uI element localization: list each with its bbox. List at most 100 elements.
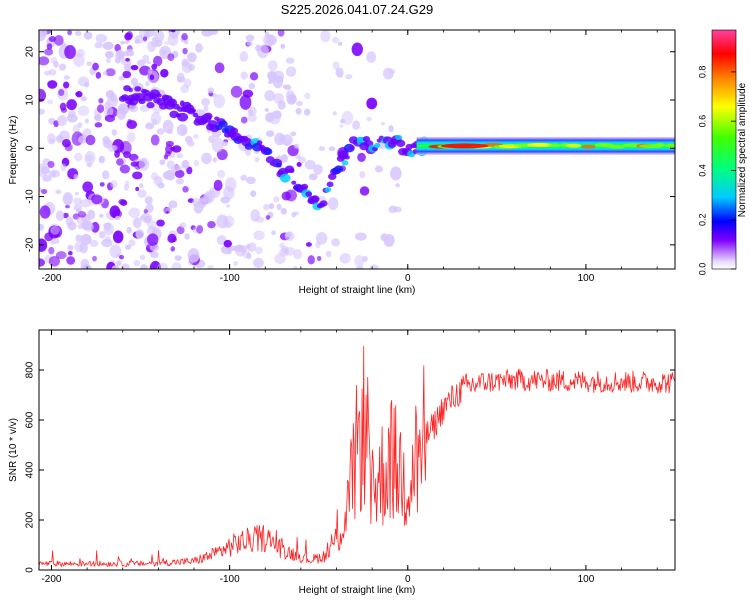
spectrogram-cell [325, 250, 332, 258]
spectrogram-cell [111, 145, 118, 151]
spectrogram-cell [335, 67, 344, 78]
spectrogram-cell [81, 220, 93, 231]
spectrogram-cell [84, 151, 96, 165]
spectrogram-cell [80, 264, 93, 269]
spectrogram-cell [60, 163, 67, 172]
spectrogram-cell [68, 251, 73, 256]
spectrogram-cell [337, 41, 343, 46]
spectrogram-cell [63, 81, 70, 89]
spectrogram-cell [83, 31, 93, 40]
spectrogram-cell [77, 105, 90, 117]
spectrogram-cell [56, 135, 64, 143]
spectrogram-cell [234, 244, 243, 252]
spectrogram-cell [66, 114, 78, 123]
spectrogram-cell [64, 44, 76, 59]
spectrogram-hotspot [548, 143, 561, 148]
spectrogram-cell [366, 116, 373, 122]
spectrogram-cell [40, 165, 50, 175]
spectrogram-cell [99, 213, 104, 218]
spectrogram-cell [94, 41, 103, 49]
spectrogram-cell [332, 61, 340, 70]
spectrogram-cell [198, 197, 205, 203]
spectrogram-cell [280, 43, 286, 49]
spectrogram-cell [48, 246, 55, 255]
spectrogram-cell [285, 57, 295, 64]
spectrogram-cell [162, 119, 174, 134]
spectrogram-cell [339, 253, 351, 264]
spectrogram-cell [135, 229, 144, 239]
colorbar-tick-label: 0.2 [697, 213, 707, 226]
spectrogram-cell [44, 48, 54, 56]
spectrogram-cell [211, 30, 219, 35]
spectrogram-cell [390, 166, 402, 181]
spectrogram-cell [130, 161, 139, 167]
spectrogram-cell [159, 159, 166, 166]
spectrogram-cell [47, 99, 54, 105]
spectrogram-cell [124, 32, 133, 41]
spectrogram-cell [354, 232, 367, 241]
spectrogram-cell [150, 40, 160, 48]
colorbar-frame [711, 29, 737, 270]
spectrogram-cell [132, 217, 142, 229]
spectrogram-cell [273, 93, 284, 104]
spectrogram-cell [125, 244, 132, 250]
x-tick-label: -200 [41, 574, 61, 585]
y-tick-label: -20 [25, 237, 36, 252]
spectrogram-cell [119, 254, 124, 260]
spectrogram-cell [320, 30, 331, 43]
snr-panel: -200 -100 0 100 0 200 400 600 800 Height of stra… [8, 329, 676, 596]
spectrogram-cell [229, 245, 237, 251]
spectrogram-cell [85, 134, 96, 146]
spectrogram-cell [345, 74, 353, 80]
spectrogram-cell [58, 63, 67, 71]
spectrogram-cell [116, 158, 124, 166]
spectrogram-cell [280, 154, 288, 163]
spectrogram-cell [181, 159, 190, 169]
spectrogram-cell [181, 61, 193, 74]
spectrogram-cell [239, 51, 249, 62]
spectrogram-cell [116, 260, 122, 266]
x-tick-label: -200 [41, 273, 61, 284]
spectrogram-cell [285, 231, 292, 238]
spectrogram-ridge-cell [341, 160, 349, 166]
spectrogram-ridge-cell [190, 108, 196, 113]
spectrogram-cell [332, 111, 337, 116]
spectrogram-cell [195, 43, 203, 53]
spectrogram-cell [156, 262, 169, 269]
spectrogram-cell [276, 203, 282, 211]
spectrogram-cell [160, 68, 169, 78]
spectrogram-cell [150, 251, 159, 259]
spectrogram-cell [49, 240, 56, 245]
spectrogram-cell [111, 265, 120, 269]
spectrogram-cell [285, 66, 297, 77]
spectrogram-cell [39, 258, 46, 267]
spectrogram-cell [64, 143, 73, 152]
spectrogram-cell [296, 161, 302, 167]
spectrogram-cell [109, 205, 121, 219]
spectrogram-cell [143, 209, 148, 214]
spectrogram-cell [53, 60, 59, 68]
spectrogram-cell [139, 30, 151, 41]
x-tick-label: 0 [405, 273, 411, 284]
spectrogram-ylabel: Frequency (Hz) [8, 116, 19, 185]
spectrogram-cell [341, 110, 354, 125]
spectrogram-cell [207, 220, 216, 229]
spectrogram-cell [268, 203, 275, 210]
spectrogram-cell [122, 70, 132, 79]
spectrogram-cell [214, 62, 225, 74]
spectrogram-cell [383, 234, 395, 247]
spectrogram-cell [212, 157, 217, 163]
spectrogram-cell [39, 205, 51, 219]
spectrogram-cell [91, 194, 103, 205]
spectrogram-cell [46, 43, 53, 50]
spectrogram-ridge-cell [134, 86, 142, 92]
spectrogram-cell [162, 170, 173, 180]
spectrogram-cell [174, 255, 182, 261]
spectrogram-cell [102, 41, 114, 50]
spectrogram-ridge-cell [192, 112, 199, 118]
spectrogram-cell [184, 136, 193, 144]
spectrogram-cell [223, 215, 235, 228]
spectrogram-cell [166, 205, 173, 212]
spectrogram-cell [112, 230, 124, 244]
